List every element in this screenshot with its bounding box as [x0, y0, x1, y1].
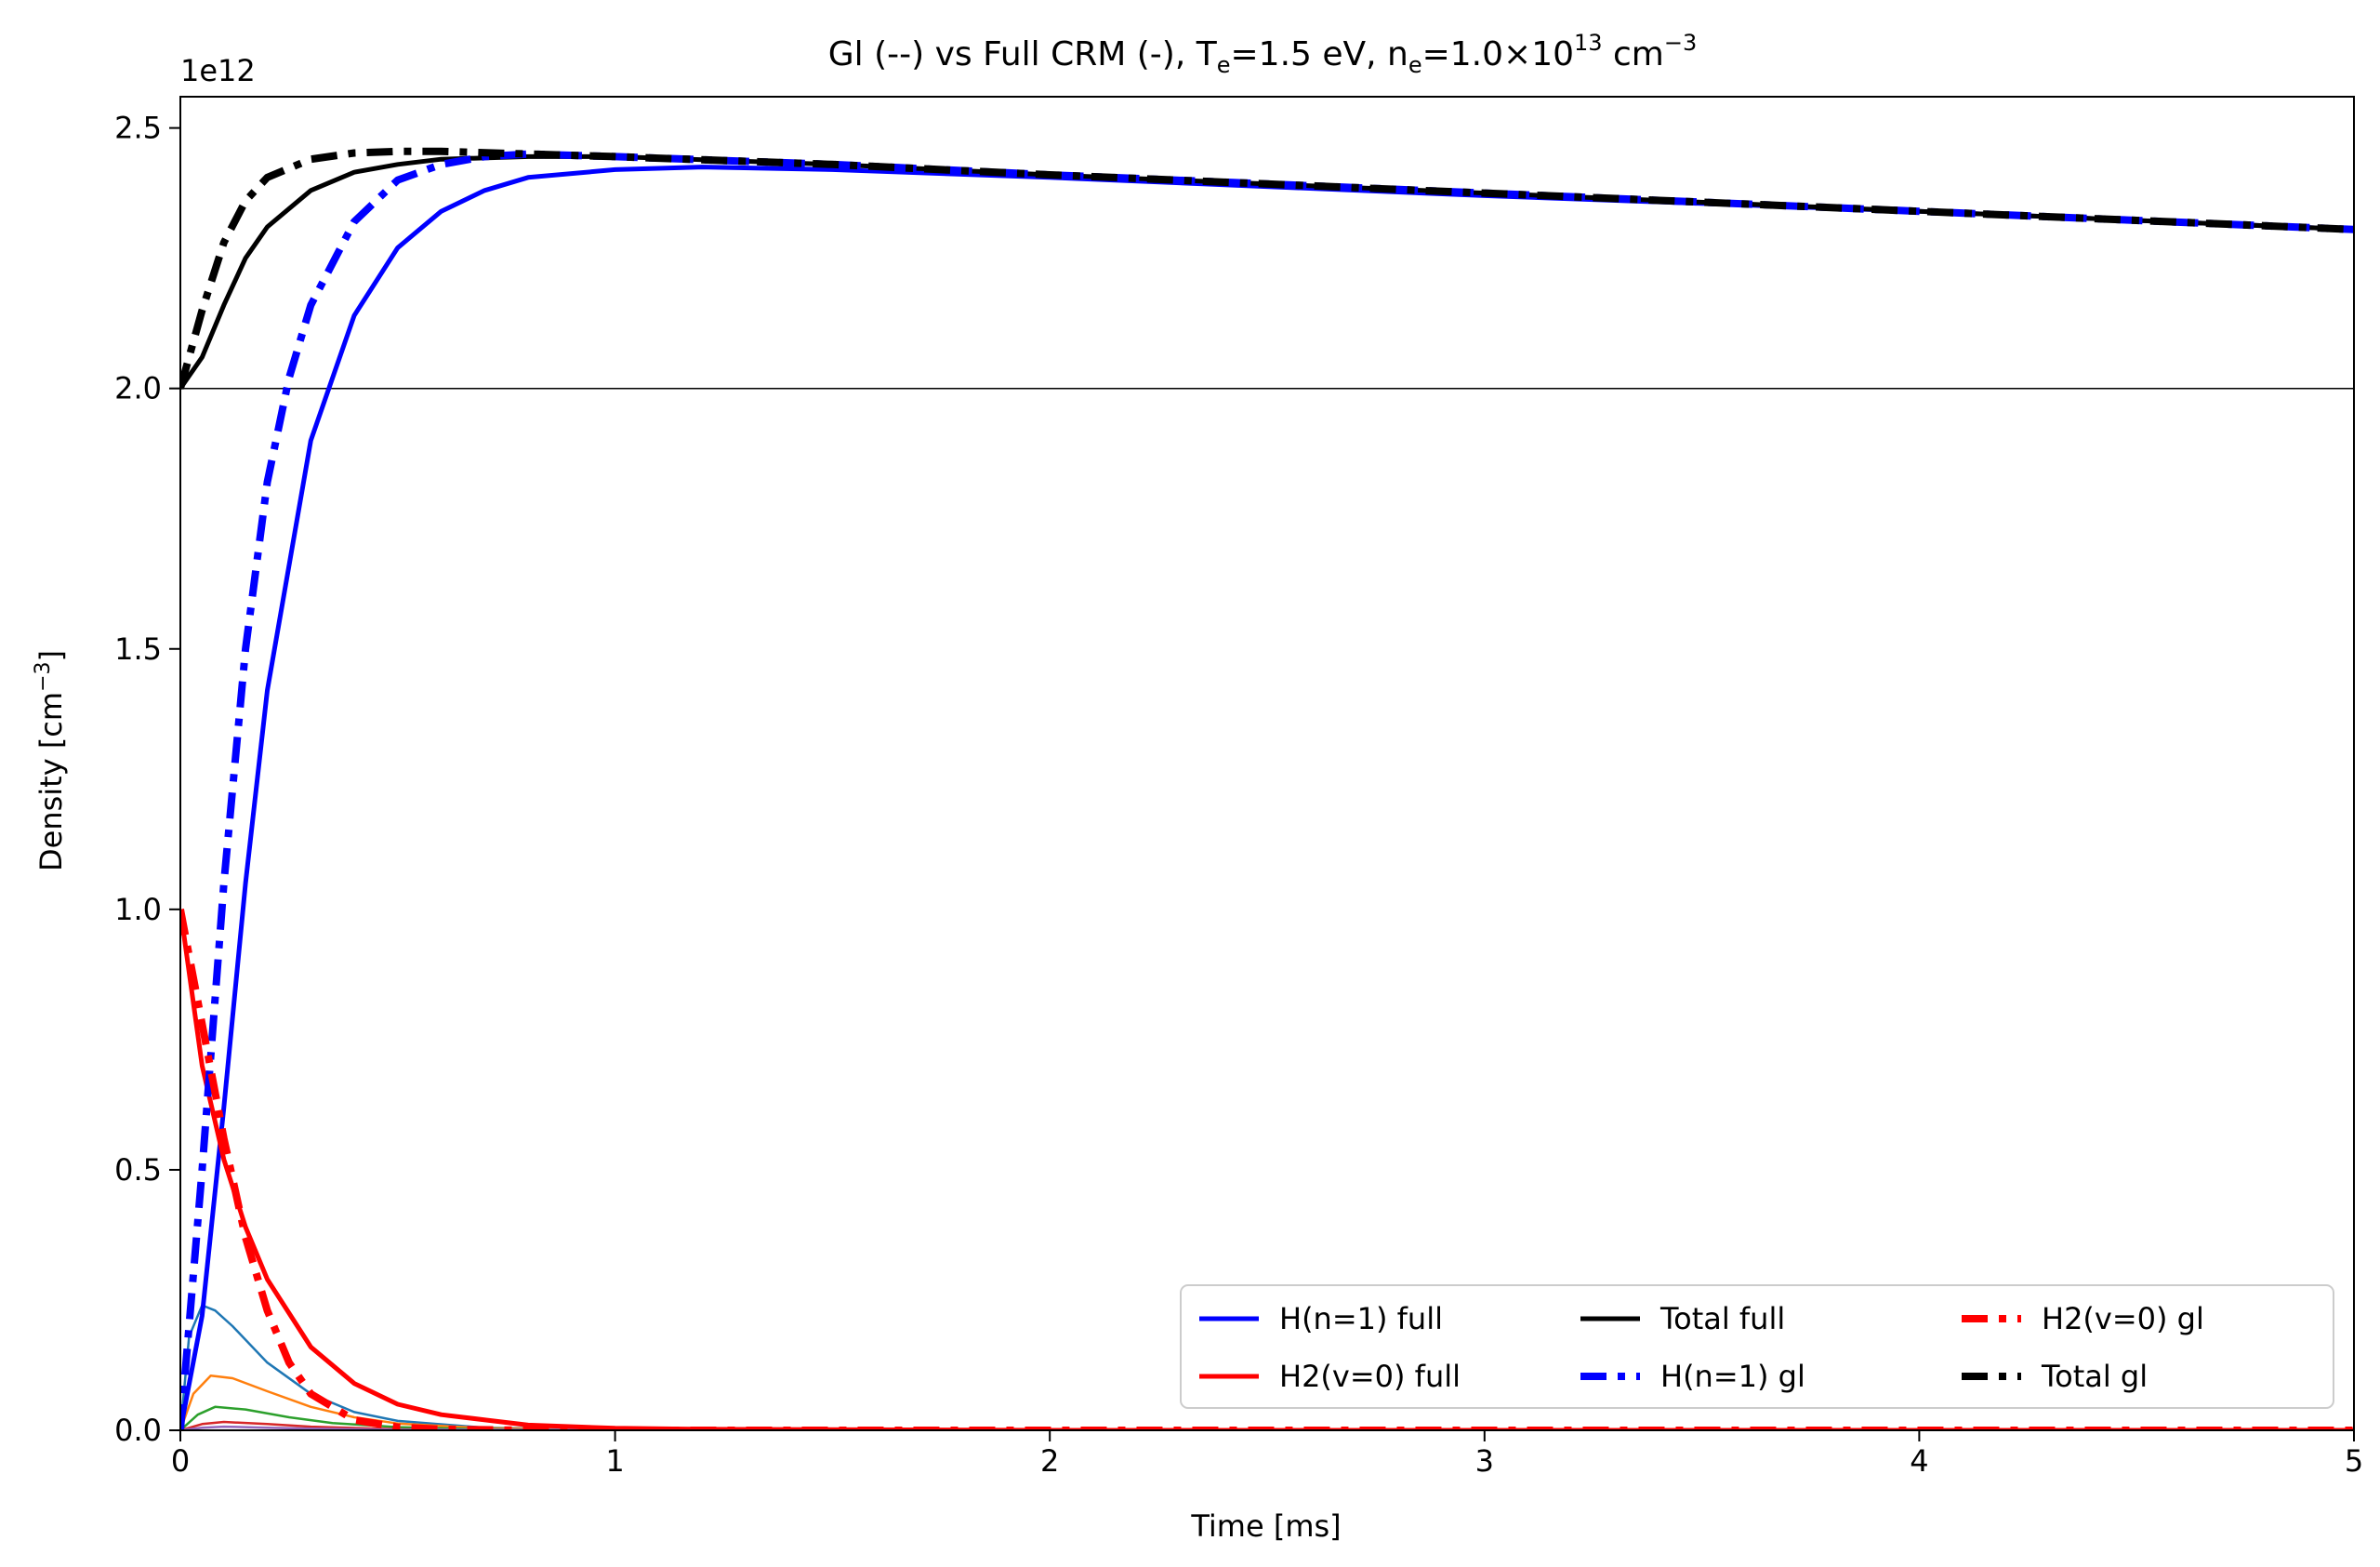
legend-label: H(n=1) gl: [1660, 1359, 1805, 1394]
legend: H(n=1) full Total full H2(v=0) gl H2(v=0) f…: [1180, 1284, 2334, 1409]
series-line-total-gl: [180, 147, 2354, 390]
y-tick-label: 1.5: [114, 631, 162, 667]
y-offset-label: 1e12: [180, 53, 256, 88]
y-tick-label: 0.0: [114, 1413, 162, 1448]
series-line-h2-v-0-gl: [180, 909, 2354, 1430]
legend-label: Total gl: [2041, 1359, 2148, 1394]
legend-box: [1180, 1284, 2334, 1409]
legend-label: Total full: [1659, 1301, 1785, 1336]
y-tick-label: 1.0: [114, 892, 162, 927]
y-axis-label: Density [cm−3]: [32, 650, 69, 871]
x-axis-label: Time [ms]: [1190, 1508, 1341, 1544]
legend-label: H(n=1) full: [1279, 1301, 1443, 1336]
series-line-h-n-1-gl: [180, 150, 2354, 1430]
y-tick-label: 2.5: [114, 111, 162, 146]
chart-title: Gl (--) vs Full CRM (-), Te=1.5 eV, ne=1…: [828, 30, 1698, 78]
series-group: [180, 147, 2354, 1430]
y-tick-label: 2.0: [114, 371, 162, 406]
x-tick-label: 0: [171, 1443, 190, 1479]
axis-ticks: 0 1 2 3 4 5 0.0 0.5 1.0 1.5 2.0 2.5: [114, 111, 2363, 1479]
x-tick-label: 3: [1475, 1443, 1494, 1479]
y-tick-label: 0.5: [114, 1152, 162, 1188]
x-tick-label: 5: [2345, 1443, 2363, 1479]
x-tick-label: 1: [605, 1443, 624, 1479]
legend-label: H2(v=0) gl: [2042, 1301, 2204, 1336]
plot-area-frame: [179, 96, 2355, 1431]
x-tick-label: 2: [1040, 1443, 1059, 1479]
legend-label: H2(v=0) full: [1279, 1359, 1461, 1394]
x-tick-label: 4: [1910, 1443, 1928, 1479]
